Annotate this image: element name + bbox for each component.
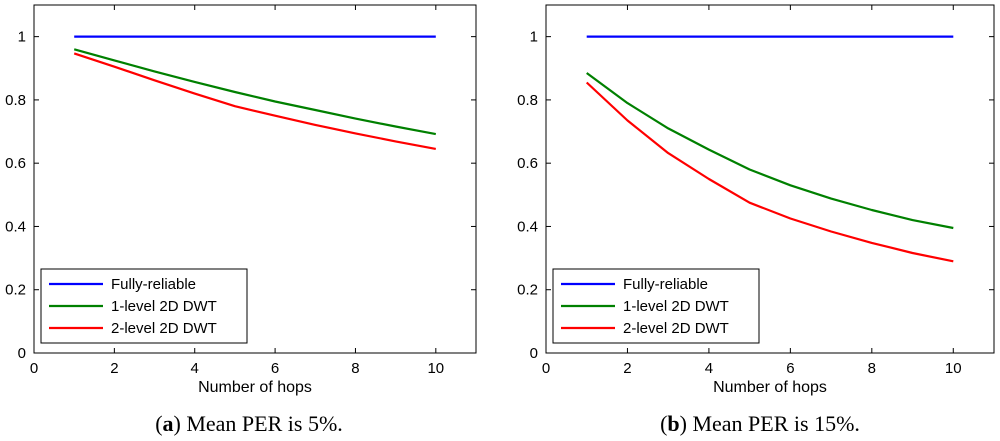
y-tick-label: 0.8 [5,92,26,109]
x-axis-label: Number of hops [713,379,827,396]
y-tick-label: 0.2 [517,282,538,299]
figure-caption: (b) Mean PER is 15%. [660,411,860,436]
x-tick-label: 2 [110,360,118,377]
x-tick-label: 10 [945,360,962,377]
x-tick-label: 4 [705,360,713,377]
legend-entry-label: 2-level 2D DWT [111,320,217,337]
figure-caption: (a) Mean PER is 5%. [155,411,343,436]
chart-panel-a: 0 2 4 6 8 10 0 0.2 0.4 0.6 0.8 1 Number of hops Fully… [5,4,477,436]
caption-text: Mean PER is 5%. [186,411,342,436]
y-tick-label: 0.6 [5,155,26,172]
y-tick-label: 1 [18,29,26,46]
caption-letter: a [163,411,174,436]
y-tick-label: 0 [530,345,538,362]
legend-entry-label: 1-level 2D DWT [623,298,729,315]
legend-entry-label: 1-level 2D DWT [111,298,217,315]
y-tick-label: 1 [530,29,538,46]
y-tick-label: 0.8 [517,92,538,109]
legend-entry-label: Fully-reliable [623,276,708,293]
x-tick-label: 2 [623,360,631,377]
caption-text: Mean PER is 15%. [692,411,859,436]
x-tick-label: 10 [427,360,444,377]
legend-entry-label: Fully-reliable [111,276,196,293]
x-tick-label: 8 [868,360,876,377]
y-tick-label: 0.4 [5,218,26,235]
y-tick-label: 0.4 [517,218,538,235]
y-tick-label: 0.6 [517,155,538,172]
x-tick-label: 0 [30,360,38,377]
x-tick-label: 4 [191,360,199,377]
x-tick-label: 0 [542,360,550,377]
caption-letter: b [667,411,679,436]
x-tick-label: 8 [351,360,359,377]
x-tick-label: 6 [786,360,794,377]
y-tick-label: 0 [18,345,26,362]
series-line-2-level-2d-dwt [585,81,954,263]
series-line-2-level-2d-dwt [73,52,437,150]
y-tick-label: 0.2 [5,282,26,299]
legend-entry-label: 2-level 2D DWT [623,320,729,337]
x-tick-label: 6 [271,360,279,377]
chart-panel-b: 0 2 4 6 8 10 0 0.2 0.4 0.6 0.8 1 Number of hops Fully… [517,4,995,436]
x-axis-label: Number of hops [198,379,312,396]
series-line-1-level-2d-dwt [73,48,437,136]
series-line-1-level-2d-dwt [586,72,954,230]
